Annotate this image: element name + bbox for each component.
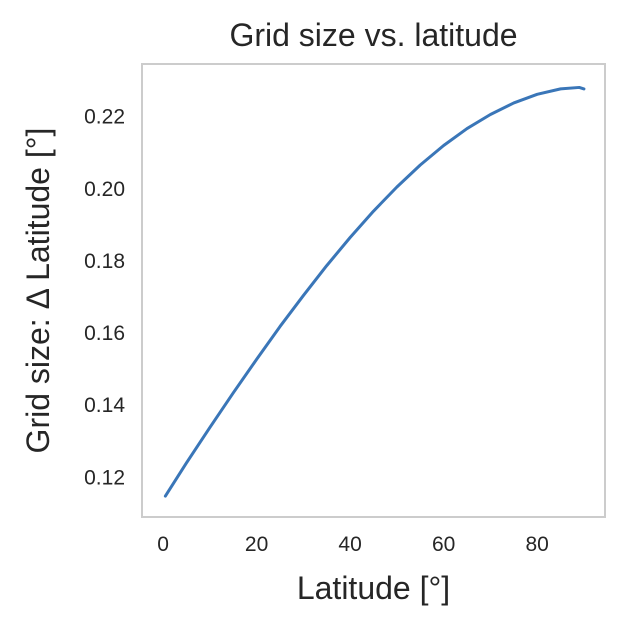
y-tick-label: 0.14 bbox=[84, 394, 125, 417]
x-tick-label: 40 bbox=[338, 533, 361, 556]
y-tick-label: 0.16 bbox=[84, 322, 125, 345]
series-layer bbox=[163, 85, 586, 498]
x-tick-label: 80 bbox=[526, 533, 549, 556]
y-tick-label: 0.22 bbox=[84, 106, 125, 129]
x-tick-label: 20 bbox=[245, 533, 268, 556]
y-tick-label: 0.18 bbox=[84, 250, 125, 273]
chart-title: Grid size vs. latitude bbox=[229, 17, 517, 53]
y-tick-label: 0.12 bbox=[84, 466, 125, 489]
x-axis-label: Latitude [°] bbox=[297, 570, 450, 606]
x-tick-label: 60 bbox=[432, 533, 455, 556]
series-line-0 bbox=[163, 85, 586, 498]
plot-area bbox=[141, 63, 606, 518]
y-tick-label: 0.20 bbox=[84, 178, 125, 201]
x-tick-label: 0 bbox=[157, 533, 169, 556]
y-axis-label: Grid size: Δ Latitude [°] bbox=[20, 128, 56, 454]
y-tick-labels: 0.12 0.14 0.16 0.18 0.20 0.22 bbox=[84, 106, 125, 490]
x-tick-labels: 0 20 40 60 80 bbox=[157, 533, 549, 556]
